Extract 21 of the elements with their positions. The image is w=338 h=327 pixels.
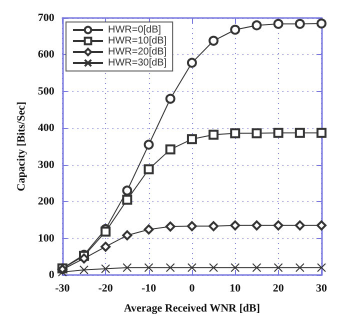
y-tick-label: 200 xyxy=(38,196,55,208)
x-tick-label: -30 xyxy=(55,282,70,294)
y-tick-label: 600 xyxy=(38,48,55,61)
x-tick-label: 30 xyxy=(316,282,328,294)
y-tick-label: 300 xyxy=(38,158,55,171)
y-axis-title: Capacity [Bits/Sec] xyxy=(16,102,28,192)
x-tick-label: 20 xyxy=(272,282,284,294)
legend-label: HWR=20[dB] xyxy=(108,46,167,58)
x-tick-label: 10 xyxy=(230,282,242,294)
y-tick-label: 700 xyxy=(38,12,55,24)
x-axis-title: Average Received WNR [dB] xyxy=(124,302,260,314)
y-tick-label: 500 xyxy=(38,85,55,98)
y-tick-label: 0 xyxy=(48,269,55,281)
x-tick-label: -10 xyxy=(141,282,157,294)
legend-label: HWR=10[dB] xyxy=(108,36,167,46)
y-tick-label: 100 xyxy=(38,232,55,244)
x-tick-label: -20 xyxy=(98,282,114,294)
legend-label: HWR=30[dB] xyxy=(108,58,167,68)
legend-label: HWR=0[dB] xyxy=(108,24,162,36)
x-tick-label: 0 xyxy=(189,282,196,294)
y-tick-label: 400 xyxy=(38,122,55,134)
